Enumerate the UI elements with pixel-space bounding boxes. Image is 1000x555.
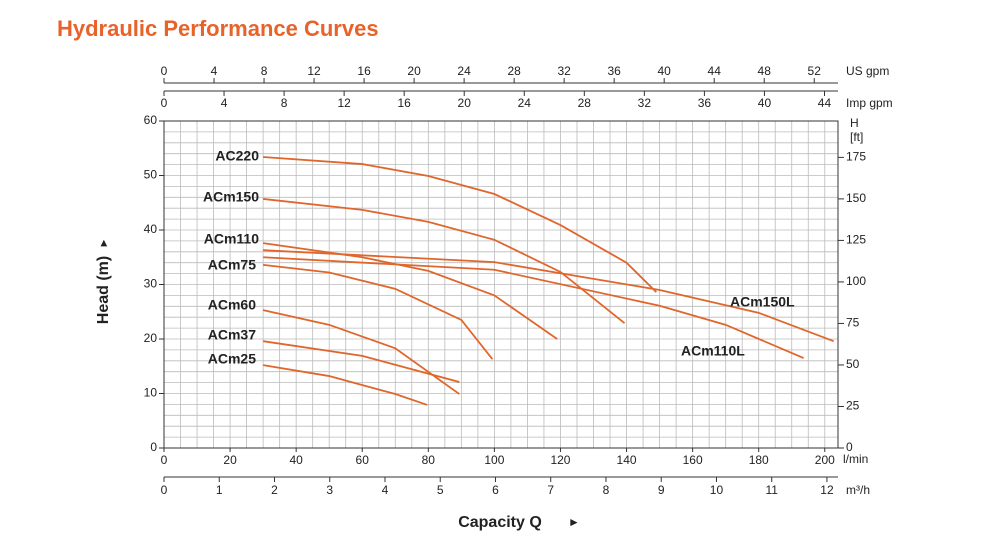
x-tick-label: 52 bbox=[808, 64, 822, 78]
x-tick-label: 120 bbox=[550, 453, 570, 467]
x-tick-label: 20 bbox=[223, 453, 237, 467]
x-tick-label: 40 bbox=[758, 96, 772, 110]
x-tick-label: 100 bbox=[484, 453, 504, 467]
x-tick-label: 12 bbox=[337, 96, 351, 110]
x-tick-label: 4 bbox=[382, 483, 389, 497]
x-tick-label: 24 bbox=[518, 96, 532, 110]
x-tick-label: 11 bbox=[765, 483, 778, 497]
y2-tick-label: 175 bbox=[846, 150, 866, 164]
x-tick-label: 160 bbox=[683, 453, 703, 467]
curve bbox=[262, 309, 460, 395]
y-tick-label: 40 bbox=[144, 222, 158, 236]
x-tick-label: 8 bbox=[261, 64, 268, 78]
y2-tick-label: 100 bbox=[846, 274, 866, 288]
x-tick-label: 0 bbox=[161, 64, 168, 78]
chart-title: Hydraulic Performance Curves bbox=[57, 16, 379, 41]
x-tick-label: 2 bbox=[271, 483, 278, 497]
series-label: ACm150L bbox=[730, 294, 795, 310]
y-title: Head (m) bbox=[95, 256, 112, 324]
x-tick-label: 12 bbox=[820, 483, 834, 497]
series-label: ACm150 bbox=[203, 189, 259, 205]
curve bbox=[263, 198, 626, 324]
axis-label: Imp gpm bbox=[846, 96, 893, 110]
x-tick-label: 140 bbox=[617, 453, 637, 467]
y2-tick-label: 25 bbox=[846, 399, 860, 413]
x-tick-label: 7 bbox=[547, 483, 554, 497]
x-tick-label: 44 bbox=[818, 96, 832, 110]
y-tick-label: 30 bbox=[144, 277, 158, 291]
y2-tick-label: 75 bbox=[846, 316, 860, 330]
y2-label: [ft] bbox=[850, 130, 863, 144]
x-tick-label: 1 bbox=[216, 483, 223, 497]
x-tick-label: 44 bbox=[708, 64, 722, 78]
x-tick-label: 10 bbox=[710, 483, 724, 497]
y2-label: H bbox=[850, 116, 859, 130]
curve bbox=[262, 340, 460, 383]
y2-tick-label: 125 bbox=[846, 233, 866, 247]
y2-tick-label: 0 bbox=[846, 440, 853, 454]
curve bbox=[262, 364, 428, 406]
series-label: AC220 bbox=[215, 148, 259, 164]
x-tick-label: 32 bbox=[638, 96, 652, 110]
series-label: ACm75 bbox=[208, 257, 256, 273]
x-tick-label: 4 bbox=[221, 96, 228, 110]
series-label: ACm110L bbox=[681, 343, 745, 359]
x-title: Capacity Q bbox=[458, 514, 542, 531]
x-tick-label: 0 bbox=[161, 483, 168, 497]
y-tick-label: 50 bbox=[144, 168, 158, 182]
y-tick-label: 10 bbox=[144, 386, 158, 400]
x-tick-label: 9 bbox=[658, 483, 665, 497]
x-tick-label: 5 bbox=[437, 483, 444, 497]
curve bbox=[262, 242, 558, 340]
x-tick-label: 12 bbox=[307, 64, 321, 78]
x-tick-label: 20 bbox=[407, 64, 421, 78]
x-tick-label: 8 bbox=[603, 483, 610, 497]
x-tick-label: 36 bbox=[698, 96, 712, 110]
arrow-icon: ► bbox=[98, 238, 110, 249]
x-tick-label: 4 bbox=[211, 64, 218, 78]
x-tick-label: 6 bbox=[492, 483, 499, 497]
arrow-icon: ► bbox=[568, 515, 580, 529]
curve bbox=[263, 263, 494, 360]
x-tick-label: 8 bbox=[281, 96, 288, 110]
x-tick-label: 0 bbox=[161, 96, 168, 110]
x-tick-label: 180 bbox=[749, 453, 769, 467]
x-tick-label: 36 bbox=[607, 64, 621, 78]
x-tick-label: 20 bbox=[458, 96, 472, 110]
curve bbox=[263, 256, 804, 359]
curve bbox=[263, 156, 657, 293]
y2-tick-label: 50 bbox=[846, 357, 860, 371]
series-label: ACm110 bbox=[204, 231, 259, 247]
x-label: l/min bbox=[843, 452, 868, 466]
x-tick-label: 28 bbox=[578, 96, 592, 110]
x-tick-label: 40 bbox=[658, 64, 672, 78]
y-tick-label: 0 bbox=[150, 440, 157, 454]
x-tick-label: 24 bbox=[457, 64, 471, 78]
y-tick-label: 60 bbox=[144, 113, 158, 127]
axis-label: m³/h bbox=[846, 483, 870, 497]
series-label: ACm60 bbox=[208, 297, 256, 313]
x-tick-label: 16 bbox=[357, 64, 371, 78]
y-tick-label: 20 bbox=[144, 331, 158, 345]
x-tick-label: 200 bbox=[815, 453, 835, 467]
x-tick-label: 16 bbox=[397, 96, 411, 110]
series-label: ACm25 bbox=[208, 351, 256, 367]
x-tick-label: 60 bbox=[356, 453, 370, 467]
axis-label: US gpm bbox=[846, 64, 889, 78]
x-tick-label: 48 bbox=[758, 64, 772, 78]
x-tick-label: 40 bbox=[289, 453, 303, 467]
x-tick-label: 32 bbox=[557, 64, 571, 78]
x-tick-label: 3 bbox=[326, 483, 333, 497]
x-tick-label: 80 bbox=[422, 453, 436, 467]
curve bbox=[263, 249, 835, 343]
series-label: ACm37 bbox=[208, 327, 256, 343]
y2-tick-label: 150 bbox=[846, 191, 866, 205]
x-tick-label: 28 bbox=[507, 64, 521, 78]
x-tick-label: 0 bbox=[161, 453, 168, 467]
